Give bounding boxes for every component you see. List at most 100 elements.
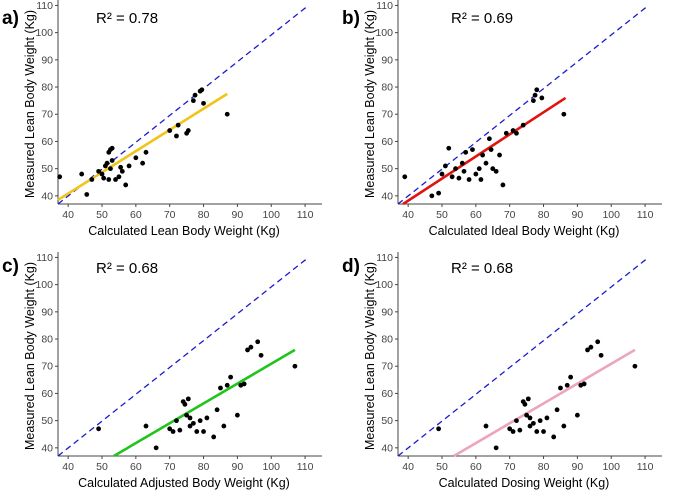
data-point bbox=[488, 147, 494, 153]
data-point bbox=[473, 171, 479, 177]
data-point bbox=[490, 166, 496, 172]
x-tick-label: 70 bbox=[164, 209, 176, 221]
data-point bbox=[89, 177, 95, 182]
data-point bbox=[224, 111, 230, 117]
data-point bbox=[258, 352, 264, 358]
data-point bbox=[123, 182, 129, 188]
data-point bbox=[228, 374, 234, 380]
data-point bbox=[522, 401, 528, 407]
x-axis-label: Calculated Dosing Weight (Kg) bbox=[439, 476, 610, 490]
data-point bbox=[456, 175, 462, 181]
data-point bbox=[108, 166, 113, 172]
panel-c: 40 50 60 70 80 90 100 110 40 50 60 70 80 90 100 110 c) R²… bbox=[2, 252, 322, 490]
y-tick-label: 70 bbox=[381, 109, 393, 121]
y-tick-label: 100 bbox=[35, 27, 53, 39]
data-point bbox=[480, 152, 486, 158]
x-tick-label: 60 bbox=[130, 461, 142, 473]
data-point bbox=[581, 381, 587, 387]
data-point bbox=[534, 429, 540, 434]
x-tick-label: 90 bbox=[232, 461, 244, 473]
data-point bbox=[442, 163, 448, 169]
x-tick-label: 50 bbox=[96, 461, 108, 473]
x-axis-label: Calculated Lean Body Weight (Kg) bbox=[88, 224, 280, 238]
x-tick-label: 50 bbox=[436, 461, 448, 473]
data-point bbox=[119, 168, 125, 174]
x-tick-label: 70 bbox=[164, 461, 176, 473]
panel-label: b) bbox=[342, 8, 360, 29]
y-tick-label: 100 bbox=[35, 279, 53, 291]
x-tick-label: 50 bbox=[96, 209, 108, 221]
data-point bbox=[461, 168, 467, 174]
data-point bbox=[402, 174, 408, 180]
data-point bbox=[234, 412, 240, 418]
x-tick-label: 80 bbox=[198, 209, 210, 221]
y-tick-label: 60 bbox=[41, 388, 53, 400]
y-axis-label: Measured Lean Body Weight (Kg) bbox=[363, 262, 377, 450]
data-point bbox=[514, 130, 519, 136]
data-point bbox=[530, 98, 536, 104]
data-point bbox=[194, 429, 200, 434]
data-point bbox=[140, 160, 146, 166]
data-point bbox=[595, 339, 601, 345]
x-tick-label: 110 bbox=[297, 209, 314, 221]
y-tick-label: 100 bbox=[375, 27, 393, 39]
y-axis-label: Measured Lean Body Weight (Kg) bbox=[23, 262, 37, 450]
y-tick-label: 110 bbox=[36, 252, 53, 264]
x-tick-label: 70 bbox=[504, 209, 516, 221]
panel-a: 40 50 60 70 80 90 100 110 40 50 60 70 80 90 100 110 a) R²… bbox=[2, 0, 322, 238]
data-point bbox=[190, 420, 196, 426]
y-tick-label: 110 bbox=[376, 0, 393, 12]
data-point bbox=[185, 396, 191, 402]
identity-line bbox=[57, 256, 309, 457]
data-point bbox=[185, 128, 191, 133]
x-tick-label: 40 bbox=[402, 461, 414, 473]
data-point bbox=[143, 149, 149, 155]
data-point bbox=[224, 382, 230, 388]
y-tick-label: 40 bbox=[41, 442, 53, 454]
data-point bbox=[463, 149, 469, 155]
x-tick-label: 90 bbox=[572, 461, 584, 473]
y-tick-label: 60 bbox=[41, 136, 53, 148]
data-point bbox=[182, 401, 188, 407]
y-axis-label: Measured Lean Body Weight (Kg) bbox=[363, 10, 377, 198]
data-point bbox=[493, 168, 499, 174]
data-point bbox=[221, 423, 227, 429]
y-tick-label: 70 bbox=[381, 361, 393, 373]
data-point bbox=[466, 177, 472, 182]
data-point bbox=[241, 381, 247, 387]
data-point bbox=[113, 177, 118, 182]
data-point bbox=[588, 344, 594, 350]
data-point bbox=[106, 177, 112, 182]
data-point bbox=[204, 415, 210, 421]
y-tick-label: 110 bbox=[376, 252, 393, 264]
y-tick-label: 70 bbox=[41, 361, 53, 373]
data-point bbox=[167, 128, 173, 133]
data-point bbox=[187, 415, 193, 421]
y-tick-label: 50 bbox=[41, 163, 53, 175]
y-tick-label: 90 bbox=[381, 306, 393, 318]
data-point bbox=[483, 423, 489, 429]
x-tick-label: 40 bbox=[62, 461, 74, 473]
data-point bbox=[133, 155, 139, 161]
data-point bbox=[167, 426, 173, 432]
x-tick-label: 60 bbox=[470, 461, 482, 473]
data-point bbox=[598, 352, 604, 358]
data-point bbox=[525, 396, 531, 402]
data-point bbox=[96, 168, 102, 174]
x-tick-label: 80 bbox=[538, 461, 550, 473]
panel-label: c) bbox=[2, 256, 19, 277]
data-point bbox=[199, 87, 205, 93]
data-point bbox=[539, 95, 545, 101]
x-tick-label: 80 bbox=[198, 461, 210, 473]
data-point bbox=[510, 128, 516, 133]
data-point bbox=[218, 385, 223, 391]
data-point bbox=[255, 339, 261, 345]
data-point bbox=[551, 434, 557, 440]
data-point bbox=[292, 363, 298, 369]
y-tick-label: 80 bbox=[41, 82, 53, 94]
y-tick-label: 80 bbox=[41, 334, 53, 346]
x-tick-label: 100 bbox=[602, 209, 620, 221]
data-point bbox=[118, 164, 124, 170]
data-point bbox=[248, 344, 254, 350]
x-tick-label: 110 bbox=[637, 209, 654, 221]
